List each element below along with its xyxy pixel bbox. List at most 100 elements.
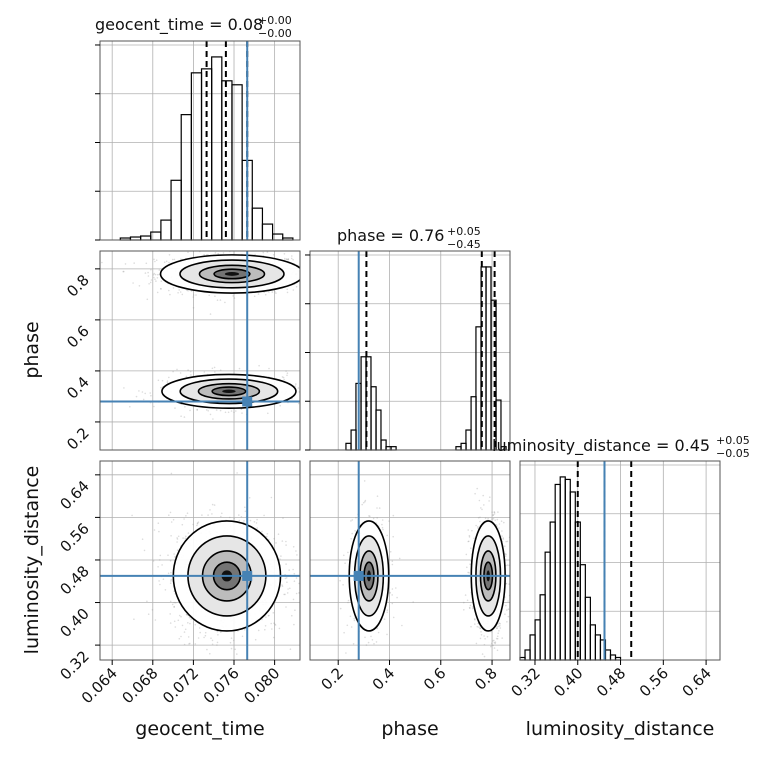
x-tick-label: 0.4 bbox=[369, 664, 399, 694]
x-tick-label: 0.56 bbox=[636, 664, 672, 700]
scatter-point bbox=[468, 534, 471, 537]
histogram-bar bbox=[150, 231, 162, 241]
scatter-point bbox=[474, 492, 476, 495]
scatter-point bbox=[161, 379, 164, 382]
scatter-point bbox=[220, 631, 222, 633]
scatter-point bbox=[355, 516, 357, 519]
scatter-point bbox=[181, 293, 184, 296]
y-tick-label: 0.2 bbox=[63, 424, 93, 454]
histogram-bar bbox=[345, 442, 352, 451]
x-tick-label: 0.068 bbox=[119, 664, 162, 707]
scatter-point bbox=[310, 394, 312, 396]
scatter-point bbox=[197, 662, 199, 664]
scatter-point bbox=[287, 258, 290, 260]
scatter-point bbox=[122, 270, 124, 273]
scatter-point bbox=[501, 530, 503, 532]
scatter-point bbox=[271, 628, 273, 630]
scatter-point bbox=[474, 618, 476, 621]
scatter-point bbox=[303, 400, 305, 402]
scatter-point bbox=[350, 626, 353, 628]
scatter-point bbox=[300, 262, 302, 264]
scatter-point bbox=[265, 535, 268, 538]
scatter-point bbox=[320, 290, 322, 292]
scatter-point bbox=[489, 496, 491, 499]
scatter-point bbox=[261, 530, 263, 533]
scatter-point bbox=[493, 511, 496, 514]
scatter-point bbox=[319, 269, 321, 271]
histogram-bar bbox=[534, 619, 541, 661]
histogram-bar bbox=[170, 179, 182, 241]
scatter-point bbox=[195, 294, 197, 296]
scatter-point bbox=[285, 544, 287, 546]
scatter-point bbox=[498, 527, 500, 529]
scatter-point bbox=[308, 270, 310, 272]
scatter-point bbox=[479, 627, 481, 630]
scatter-point bbox=[319, 269, 321, 271]
scatter-point bbox=[492, 514, 495, 516]
scatter-point bbox=[175, 601, 177, 604]
scatter-point bbox=[314, 263, 316, 265]
scatter-point bbox=[196, 524, 198, 527]
scatter-point bbox=[173, 605, 175, 608]
scatter-point bbox=[361, 503, 364, 506]
scatter-point bbox=[150, 394, 152, 397]
scatter-point bbox=[183, 643, 186, 646]
scatter-point bbox=[304, 399, 306, 401]
scatter-point bbox=[192, 296, 195, 298]
scatter-point bbox=[188, 616, 191, 619]
contour-line bbox=[179, 378, 279, 405]
scatter-point bbox=[263, 514, 265, 517]
ylabel-luminosity-distance: luminosity_distance bbox=[21, 466, 43, 655]
scatter-point bbox=[151, 609, 154, 611]
scatter-point bbox=[201, 514, 203, 516]
histogram-bar bbox=[190, 72, 203, 241]
scatter-point bbox=[230, 410, 233, 412]
scatter-point bbox=[172, 370, 174, 373]
scatter-point bbox=[310, 279, 312, 281]
scatter-point bbox=[412, 601, 415, 603]
scatter-point bbox=[133, 262, 135, 264]
scatter-point bbox=[270, 622, 273, 625]
scatter-point bbox=[496, 627, 498, 630]
svg-text:geocent_time = 0.08: geocent_time = 0.08 bbox=[95, 15, 263, 35]
scatter-point bbox=[368, 515, 370, 517]
histogram-bar bbox=[544, 551, 551, 661]
title-luminosity-distance: luminosity_distance = 0.45 +0.05 −0.05 bbox=[492, 434, 750, 460]
scatter-point bbox=[470, 625, 472, 628]
y-tick-label: 0.8 bbox=[63, 271, 93, 301]
scatter-point bbox=[470, 547, 472, 549]
scatter-point bbox=[473, 618, 476, 620]
scatter-point bbox=[351, 519, 354, 521]
scatter-point bbox=[256, 527, 259, 529]
scatter-point bbox=[389, 591, 391, 594]
scatter-point bbox=[155, 280, 157, 282]
scatter-point bbox=[392, 514, 395, 517]
scatter-point bbox=[194, 643, 197, 645]
x-tick-label: 0.48 bbox=[593, 664, 629, 700]
scatter-point bbox=[194, 623, 197, 626]
scatter-point bbox=[383, 618, 386, 620]
scatter-point bbox=[185, 613, 188, 616]
svg-text:luminosity_distance = 0.45: luminosity_distance = 0.45 bbox=[492, 436, 710, 456]
scatter-point bbox=[290, 257, 293, 260]
scatter-point bbox=[176, 541, 178, 543]
scatter-point bbox=[152, 274, 155, 276]
scatter-point bbox=[180, 635, 182, 638]
scatter-point bbox=[281, 584, 283, 586]
scatter-point bbox=[199, 631, 201, 634]
scatter-point bbox=[396, 596, 398, 599]
scatter-point bbox=[146, 600, 148, 603]
scatter-point bbox=[160, 386, 162, 389]
scatter-point bbox=[504, 555, 507, 557]
scatter-point bbox=[496, 525, 498, 527]
scatter-point bbox=[184, 628, 187, 631]
scatter-point bbox=[241, 412, 243, 414]
scatter-point bbox=[153, 258, 155, 261]
scatter-point bbox=[164, 589, 167, 591]
scatter-point bbox=[161, 564, 163, 566]
scatter-point bbox=[224, 411, 227, 414]
scatter-point bbox=[363, 480, 366, 482]
scatter-point bbox=[158, 580, 160, 582]
scatter-point bbox=[153, 276, 155, 279]
scatter-point bbox=[292, 598, 295, 601]
